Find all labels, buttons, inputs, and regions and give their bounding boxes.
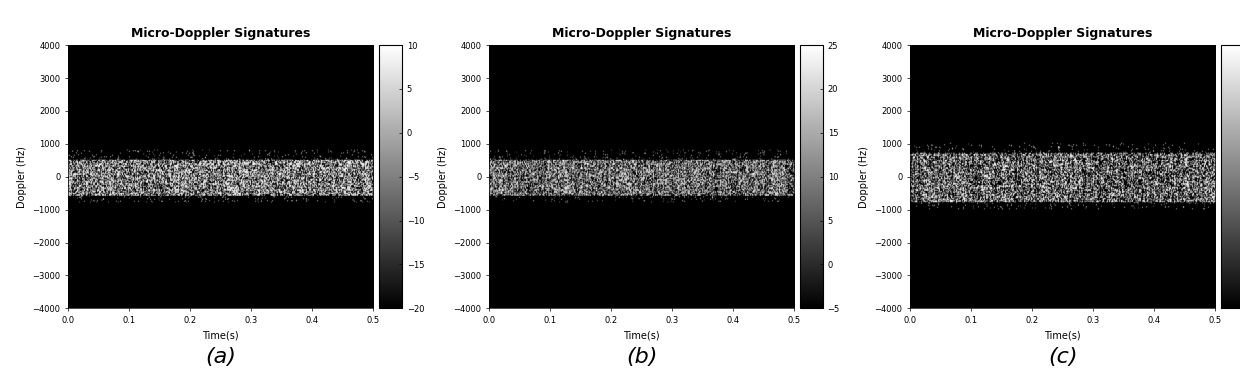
X-axis label: Time(s): Time(s) bbox=[1044, 331, 1081, 341]
Text: (a): (a) bbox=[206, 347, 236, 367]
X-axis label: Time(s): Time(s) bbox=[202, 331, 239, 341]
Text: (c): (c) bbox=[1048, 347, 1078, 367]
Title: Micro-Doppler Signatures: Micro-Doppler Signatures bbox=[973, 27, 1152, 40]
Title: Micro-Doppler Signatures: Micro-Doppler Signatures bbox=[552, 27, 732, 40]
Y-axis label: Doppler (Hz): Doppler (Hz) bbox=[17, 146, 27, 208]
Y-axis label: Doppler (Hz): Doppler (Hz) bbox=[438, 146, 448, 208]
Text: (b): (b) bbox=[626, 347, 657, 367]
Title: Micro-Doppler Signatures: Micro-Doppler Signatures bbox=[131, 27, 310, 40]
X-axis label: Time(s): Time(s) bbox=[624, 331, 660, 341]
Y-axis label: Doppler (Hz): Doppler (Hz) bbox=[859, 146, 869, 208]
